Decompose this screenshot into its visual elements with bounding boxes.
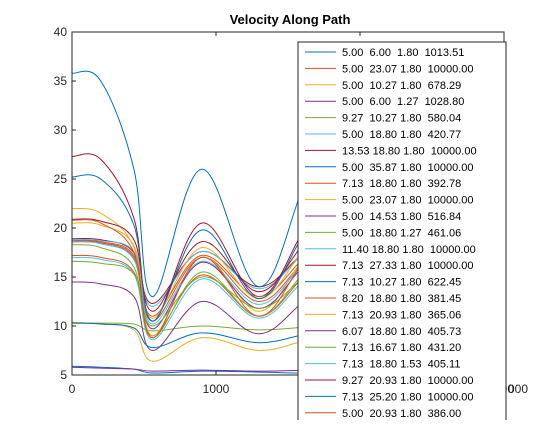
legend-entry-21: 9.27 20.93 1.80 10000.00: [342, 375, 474, 387]
legend-entry-7: 13.53 18.80 1.80 10000.00: [342, 145, 477, 157]
legend-entry-1: 5.00 6.00 1.80 1013.51: [342, 47, 464, 59]
legend-entry-10: 5.00 23.07 1.80 10000.00: [342, 195, 474, 207]
y-tick-label: 25: [54, 172, 68, 186]
legend-entry-18: 6.07 18.80 1.80 405.73: [342, 326, 461, 338]
legend-entry-3: 5.00 10.27 1.80 678.29: [342, 80, 461, 92]
x-tick-label-partial: 000: [508, 382, 528, 396]
y-tick-label: 10: [54, 319, 68, 333]
y-tick-label: 20: [54, 221, 68, 235]
legend-entry-14: 7.13 27.33 1.80 10000.00: [342, 260, 474, 272]
chart-title: Velocity Along Path: [230, 12, 351, 27]
legend-entry-16: 8.20 18.80 1.80 381.45: [342, 293, 461, 305]
legend-entry-2: 5.00 23.07 1.80 10000.00: [342, 63, 474, 75]
legend-entry-19: 7.13 16.67 1.80 431.20: [342, 342, 461, 354]
y-tick-label: 5: [60, 368, 67, 382]
legend-entry-6: 5.00 18.80 1.80 420.77: [342, 129, 461, 141]
legend-entry-8: 5.00 35.87 1.80 10000.00: [342, 162, 474, 174]
x-tick-label: 0: [69, 382, 76, 396]
legend: 5.00 6.00 1.80 1013.51 5.00 23.07 1.80 10…: [298, 42, 506, 420]
x-tick-label: 1000: [203, 382, 230, 396]
legend-entry-9: 7.13 18.80 1.80 392.78: [342, 178, 461, 190]
legend-entry-23: 5.00 20.93 1.80 386.00: [342, 408, 461, 420]
legend-entry-22: 7.13 25.20 1.80 10000.00: [342, 391, 474, 403]
legend-entry-12: 5.00 18.80 1.27 461.06: [342, 227, 461, 239]
y-tick-label: 35: [54, 74, 68, 88]
y-tick-label: 30: [54, 123, 68, 137]
legend-entry-17: 7.13 20.93 1.80 365.06: [342, 309, 461, 321]
legend-entry-11: 5.00 14.53 1.80 516.84: [342, 211, 461, 223]
y-tick-label: 40: [54, 25, 68, 39]
legend-entry-5: 9.27 10.27 1.80 580.04: [342, 113, 461, 125]
legend-entry-15: 7.13 10.27 1.80 622.45: [342, 277, 461, 289]
legend-entry-20: 7.13 18.80 1.53 405.11: [342, 359, 460, 371]
y-tick-label: 15: [54, 270, 68, 284]
legend-entry-4: 5.00 6.00 1.27 1028.80: [342, 96, 464, 108]
legend-entry-13: 11.40 18.80 1.80 10000.00: [342, 244, 476, 256]
